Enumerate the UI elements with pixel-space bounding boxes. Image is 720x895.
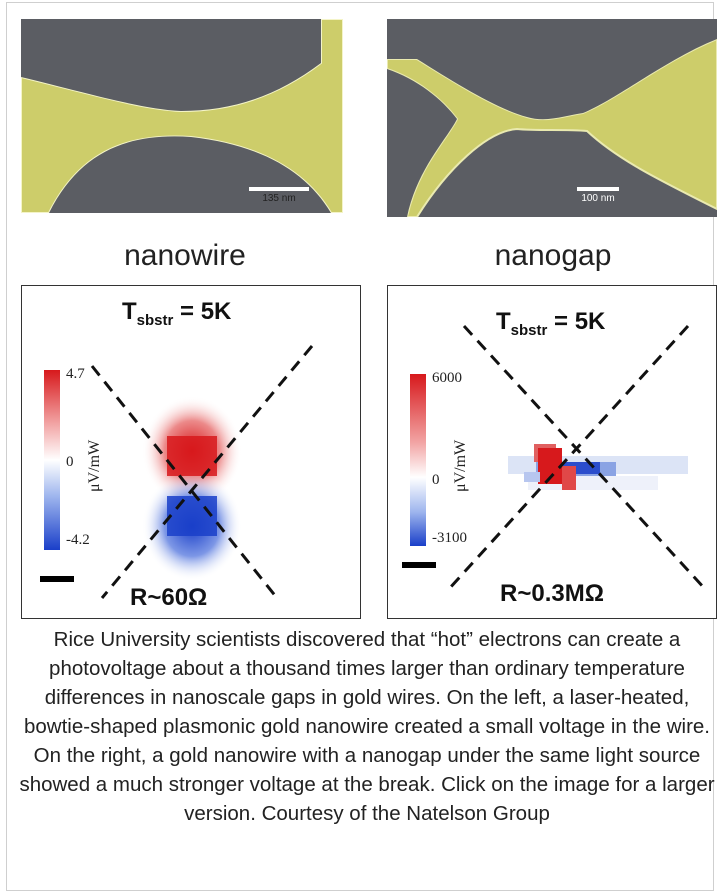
nanowire-colorbar-max: 4.7 xyxy=(66,366,85,382)
nanogap-colorbar-mid: 0 xyxy=(432,472,440,488)
nanowire-label: nanowire xyxy=(124,239,246,272)
nanowire-map-graphic xyxy=(90,345,314,599)
nanogap-colorbar xyxy=(410,374,426,546)
temp-value: = 5K xyxy=(173,298,232,325)
nanogap-scale-bar: 100 nm xyxy=(577,187,619,204)
nanogap-map-graphic xyxy=(446,324,708,592)
nanogap-colorbar-min: -3100 xyxy=(432,530,467,546)
nanowire-resistance: R~60Ω xyxy=(130,584,208,611)
nanogap-sem-graphic xyxy=(387,19,717,217)
nanowire-colorbar-unit: μV/mW xyxy=(86,439,103,492)
nanowire-scale-bar: 135 nm xyxy=(249,187,309,204)
nanowire-colorbar-min: -4.2 xyxy=(66,532,90,548)
nanogap-colorbar-unit: μV/mW xyxy=(452,439,469,492)
temp-subscript: sbstr xyxy=(510,321,548,339)
nanogap-colorbar-max: 6000 xyxy=(432,370,462,386)
nanowire-substrate-temp: Tsbstr = 5K xyxy=(122,298,231,329)
nanogap-resistance: R~0.3MΩ xyxy=(500,580,604,607)
nanogap-substrate-temp: Tsbstr = 5K xyxy=(496,308,605,339)
nanogap-scale-label: 100 nm xyxy=(581,193,615,204)
nanowire-colorbar-mid: 0 xyxy=(66,454,74,470)
nanogap-photovoltage-map[interactable]: Tsbstr = 5K 6000 0 -3100 μV/mW R~0.3MΩ xyxy=(387,285,717,619)
nanogap-map-scale-bar xyxy=(402,562,436,568)
scale-bar-line xyxy=(577,187,619,191)
nanowire-colorbar xyxy=(44,370,60,550)
temp-subscript: sbstr xyxy=(136,311,174,329)
temp-value: = 5K xyxy=(547,308,606,335)
nanowire-map-scale-bar xyxy=(40,576,74,582)
nanowire-sem-graphic xyxy=(21,19,343,213)
nanogap-label: nanogap xyxy=(494,239,612,272)
nanowire-sem-image[interactable]: 135 nm xyxy=(21,19,343,213)
scale-bar-line xyxy=(249,187,309,191)
temp-symbol: T xyxy=(122,298,137,325)
temp-symbol: T xyxy=(496,308,511,335)
nanogap-sem-image[interactable]: 100 nm xyxy=(387,19,717,217)
figure-caption: Rice University scientists discovered th… xyxy=(19,628,715,825)
nanowire-photovoltage-map[interactable]: Tsbstr = 5K 4.7 0 -4.2 μV/mW R~60Ω xyxy=(21,285,361,619)
figure-frame[interactable]: 135 nm 100 nm nanowire nanogap xyxy=(6,2,717,891)
nanowire-scale-label: 135 nm xyxy=(262,193,296,204)
